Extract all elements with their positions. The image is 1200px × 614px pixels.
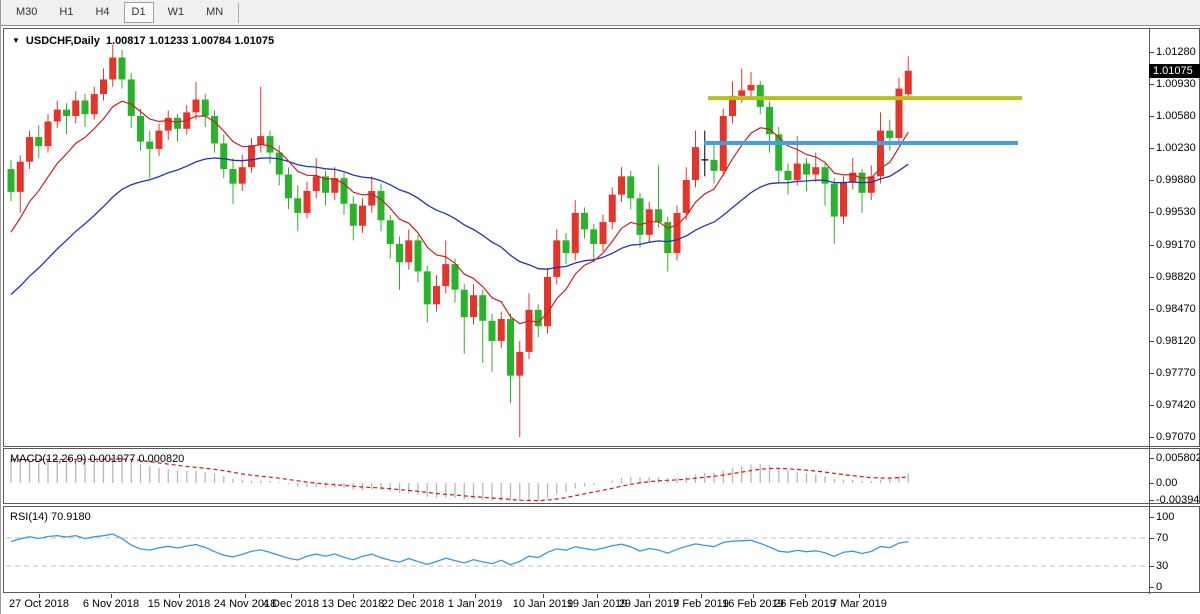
rsi-axis-label: 70: [1156, 532, 1169, 544]
date-axis-label: 7 Mar 2019: [831, 598, 887, 610]
rsi-axis-label: 0: [1156, 581, 1163, 593]
timeframe-button-h4[interactable]: H4: [95, 6, 110, 18]
date-axis[interactable]: 27 Oct 2018 6 Nov 2018 15 Nov 2018 24 Nov 2…: [1, 594, 1200, 614]
date-axis-label: 19 Jan 2019: [566, 598, 628, 610]
date-axis-label: 6 Nov 2018: [82, 598, 140, 610]
macd-axis-label: 0.00: [1156, 477, 1178, 489]
macd-axis-label: -0.003945: [1156, 494, 1200, 506]
rsi-value: 70.9180: [50, 511, 91, 523]
date-axis-tick: [597, 594, 598, 598]
price-axis-tick: [1149, 373, 1154, 374]
date-axis-label: 1 Jan 2019: [447, 598, 503, 610]
macd-panel[interactable]: MACD(12,26,9) 0.001977 0.000820: [3, 448, 1200, 504]
date-axis-tick: [859, 594, 860, 598]
macd-axis-tick: [1149, 458, 1154, 459]
chart-title: ▼ USDCHF,Daily 1.00817 1.01233 1.00784 1…: [12, 35, 274, 47]
rsi-axis-label: 100: [1156, 511, 1175, 523]
date-axis-label: 15 Nov 2018: [147, 598, 211, 610]
macd-name: MACD(12,26,9): [10, 453, 87, 465]
collapse-arrow-icon[interactable]: ▼: [12, 36, 20, 45]
price-axis-tick: [1149, 245, 1154, 246]
timeframe-button-h1[interactable]: H1: [59, 6, 74, 18]
rsi-axis-label: 30: [1156, 560, 1169, 572]
price-axis-label: 0.99170: [1156, 239, 1196, 251]
date-axis-tick: [475, 594, 476, 598]
price-chart-canvas[interactable]: [4, 29, 1149, 446]
price-axis-label: 0.97420: [1156, 399, 1196, 411]
price-axis-tick: [1149, 148, 1154, 149]
date-axis-tick: [649, 594, 650, 598]
price-axis-tick: [1149, 277, 1154, 278]
price-axis-tick: [1149, 116, 1154, 117]
rsi-axis-tick: [1149, 517, 1154, 518]
date-axis-label: 29 Jan 2019: [618, 598, 680, 610]
price-axis-label: 1.00230: [1156, 142, 1196, 154]
date-axis-tick: [805, 594, 806, 598]
date-axis-label: 4 Dec 2018: [262, 598, 320, 610]
rsi-label: RSI(14) 70.9180: [10, 511, 91, 523]
chart-symbol-label: USDCHF,Daily: [25, 35, 100, 47]
price-axis-label: 1.00580: [1156, 110, 1196, 122]
macd-canvas[interactable]: [4, 449, 1149, 503]
rsi-axis-tick: [1149, 587, 1154, 588]
price-axis-tick: [1149, 341, 1154, 342]
toolbar-separator: [238, 2, 240, 23]
date-axis-label: 26 Feb 2019: [774, 598, 836, 610]
rsi-canvas[interactable]: [4, 507, 1149, 592]
main-chart-panel[interactable]: ▼ USDCHF,Daily 1.00817 1.01233 1.00784 1…: [3, 28, 1200, 447]
date-axis-label: 24 Nov 2018: [213, 598, 277, 610]
date-axis-tick: [701, 594, 702, 598]
date-axis-tick: [245, 594, 246, 598]
date-axis-label: 7 Feb 2019: [673, 598, 729, 610]
date-axis-tick: [291, 594, 292, 598]
price-axis-label: 0.97770: [1156, 367, 1196, 379]
price-axis-border: [1149, 28, 1150, 594]
price-axis-label: 0.99880: [1156, 174, 1196, 186]
macd-axis-tick: [1149, 483, 1154, 484]
price-axis-label: 1.00930: [1156, 78, 1196, 90]
price-axis-tick: [1149, 180, 1154, 181]
rsi-panel[interactable]: RSI(14) 70.9180: [3, 506, 1200, 593]
price-axis-tick: [1149, 212, 1154, 213]
date-axis-label: 10 Jan 2019: [512, 598, 574, 610]
date-axis-tick: [39, 594, 40, 598]
price-axis-label: 0.98120: [1156, 335, 1196, 347]
price-axis-label: 0.99530: [1156, 206, 1196, 218]
macd-axis-tick: [1149, 500, 1154, 501]
timeframe-button-d1[interactable]: D1: [123, 2, 154, 23]
date-axis-tick: [413, 594, 414, 598]
timeframe-button-mn[interactable]: MN: [206, 6, 224, 18]
price-axis-tick: [1149, 405, 1154, 406]
date-axis-label: 27 Oct 2018: [9, 598, 69, 610]
macd-values: 0.001977 0.000820: [89, 453, 185, 465]
macd-label: MACD(12,26,9) 0.001977 0.000820: [10, 453, 184, 465]
timeframe-button-m30[interactable]: M30: [16, 6, 38, 18]
price-axis-label: 1.01280: [1156, 46, 1196, 58]
rsi-axis-tick: [1149, 538, 1154, 539]
rsi-name: RSI(14): [10, 511, 48, 523]
price-axis-label: 0.98470: [1156, 303, 1196, 315]
price-axis-tick: [1149, 84, 1154, 85]
price-axis-tick: [1149, 52, 1154, 53]
date-axis-tick: [543, 594, 544, 598]
rsi-axis-tick: [1149, 566, 1154, 567]
date-axis-label: 13 Dec 2018: [321, 598, 385, 610]
date-axis-tick: [111, 594, 112, 598]
date-axis-label: 16 Feb 2019: [722, 598, 784, 610]
date-axis-tick: [353, 594, 354, 598]
date-axis-tick: [179, 594, 180, 598]
price-axis-label: 0.98820: [1156, 271, 1196, 283]
price-axis-tick: [1149, 437, 1154, 438]
timeframe-button-w1[interactable]: W1: [167, 6, 185, 18]
date-axis-tick: [753, 594, 754, 598]
current-price-tag: 1.01075: [1149, 64, 1200, 78]
macd-axis-label: 0.005802: [1156, 452, 1200, 464]
chart-ohlc-values: 1.00817 1.01233 1.00784 1.01075: [105, 35, 275, 47]
date-axis-label: 22 Dec 2018: [381, 598, 445, 610]
price-axis-label: 0.97070: [1156, 431, 1196, 443]
price-axis-tick: [1149, 309, 1154, 310]
timeframe-toolbar: M30 H1 H4 D1 W1 MN: [1, 0, 1200, 26]
